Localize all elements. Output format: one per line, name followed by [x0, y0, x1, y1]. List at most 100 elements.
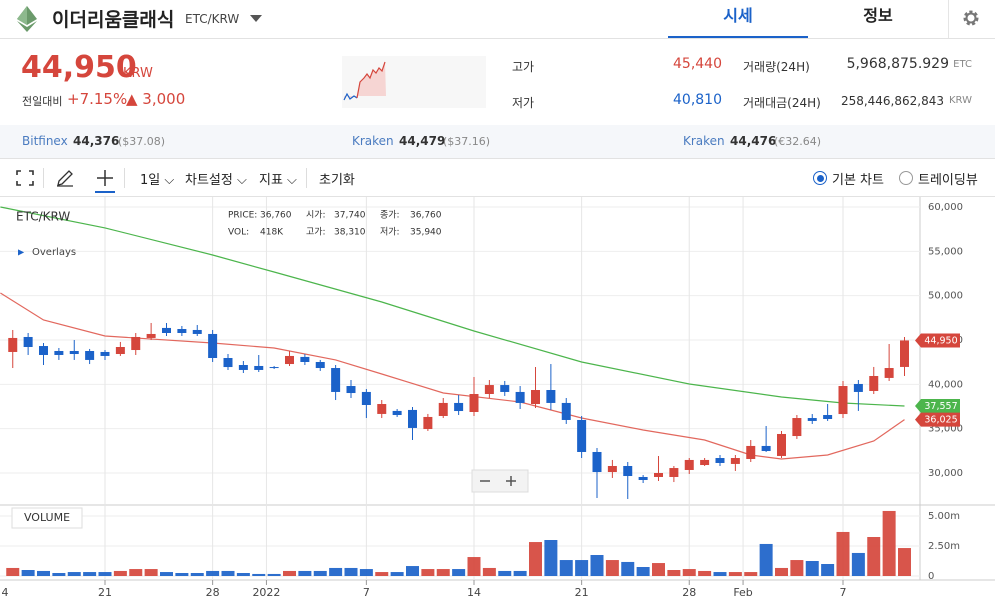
candle-body	[792, 418, 802, 437]
candle-body	[300, 356, 310, 362]
x-tick-label: 28	[206, 586, 220, 599]
volume-title: VOLUME	[24, 511, 70, 524]
divider	[306, 168, 307, 188]
exchange-price: 44,376	[73, 134, 120, 148]
stat-label: 거래대금(24H)	[743, 96, 821, 110]
volume-bar	[790, 560, 804, 576]
candle-body	[254, 365, 264, 370]
coin-logo	[17, 6, 37, 32]
interval-select[interactable]: 1일 ⌵	[140, 173, 175, 188]
volume-bar	[882, 510, 896, 576]
mode-label[interactable]: 기본 차트	[832, 173, 884, 188]
candle-body	[884, 368, 894, 378]
volume-bar	[605, 560, 619, 576]
change-label: 전일대비	[22, 95, 63, 108]
volume-bar	[744, 572, 758, 576]
volume-bar	[6, 567, 20, 576]
exchange-price: 44,476	[730, 134, 777, 148]
crosshair-button[interactable]	[95, 169, 115, 193]
candle-body	[8, 337, 18, 352]
tab[interactable]: 정보	[863, 6, 893, 25]
x-tick-label: 7	[840, 586, 847, 599]
candle-body	[715, 458, 725, 463]
stat-unit: KRW	[949, 95, 972, 106]
dropdown-arrow[interactable]	[249, 14, 263, 24]
volume-bar	[21, 570, 35, 576]
volume-bar	[129, 569, 143, 576]
candle-body	[853, 383, 863, 392]
volume-bar	[652, 563, 665, 576]
zoom-control[interactable]	[471, 469, 529, 493]
price-tag-label: 37,557	[924, 401, 957, 412]
mode-label[interactable]: 트레이딩뷰	[918, 173, 978, 188]
volume-bar	[236, 573, 250, 576]
volume-title-box	[11, 507, 83, 529]
volume-bar	[113, 570, 127, 576]
settings-select[interactable]: 차트설정 ⌵	[185, 173, 247, 188]
stat-value: 40,810	[673, 92, 722, 108]
fullscreen-button[interactable]	[16, 170, 34, 186]
sparkline	[342, 56, 486, 108]
candle-body	[115, 347, 125, 355]
candle-body	[500, 385, 510, 392]
divider	[0, 38, 995, 39]
reset-button[interactable]: 초기화	[319, 173, 355, 188]
info-label: PRICE:	[228, 211, 257, 221]
zoom-in	[506, 476, 516, 486]
radio[interactable]	[899, 171, 913, 185]
candle-body	[900, 340, 909, 367]
x-tick-label: 14	[467, 586, 481, 599]
draw-button[interactable]	[56, 169, 74, 187]
volume-bar	[621, 561, 635, 576]
candle-body	[761, 445, 771, 452]
candle-body	[607, 465, 617, 473]
exchange-price: 44,479	[399, 134, 446, 148]
candle-body	[177, 329, 187, 333]
info-label: 시가:	[306, 210, 326, 221]
volume-bar	[805, 561, 819, 576]
candle-body	[869, 375, 879, 391]
info-value: 36,760	[260, 211, 292, 221]
divider	[124, 168, 125, 188]
candle-body	[730, 458, 740, 464]
volume-bar	[344, 567, 358, 576]
divider	[0, 196, 995, 197]
indicator-select[interactable]: 지표 ⌵	[259, 173, 297, 188]
candle-body	[438, 402, 448, 416]
volume-bar	[190, 573, 204, 576]
radio[interactable]	[813, 171, 827, 185]
volume-bar	[83, 572, 97, 576]
volume-bar	[313, 570, 327, 576]
candle-body	[85, 350, 95, 360]
coin-title: 이더리움클래식	[52, 9, 175, 31]
info-value: 418K	[260, 228, 284, 238]
currency: KRW	[123, 66, 153, 81]
price-tag-label: 44,950	[924, 335, 957, 346]
volume-bar	[775, 567, 788, 576]
volume-bar	[482, 567, 496, 576]
interval: 1일	[140, 173, 161, 188]
info-label: 저가:	[380, 227, 400, 238]
y-tick-label: 40,000	[928, 379, 963, 390]
y-tick-label: 50,000	[928, 291, 963, 302]
candle-body	[54, 350, 64, 355]
coin-pair: ETC/KRW	[185, 12, 240, 26]
candle-body	[208, 333, 218, 358]
stat-value: 258,446,862,843	[840, 94, 944, 108]
tab[interactable]: 시세	[668, 0, 808, 39]
indicators: 지표	[259, 173, 283, 188]
volume-bar	[498, 570, 512, 576]
volume-bar	[52, 573, 66, 576]
exchange-bar	[0, 125, 995, 159]
candle-body	[100, 351, 110, 356]
volume-bar	[867, 537, 881, 576]
volume-bar	[37, 570, 50, 576]
candle-body	[361, 391, 371, 405]
divider	[948, 0, 949, 38]
overlays-label: Overlays	[32, 247, 76, 258]
candle-body	[484, 385, 494, 394]
x-tick-label: 7	[363, 586, 370, 599]
candle-body	[269, 367, 279, 369]
settings-gear[interactable]	[961, 8, 981, 28]
divider	[43, 168, 44, 188]
